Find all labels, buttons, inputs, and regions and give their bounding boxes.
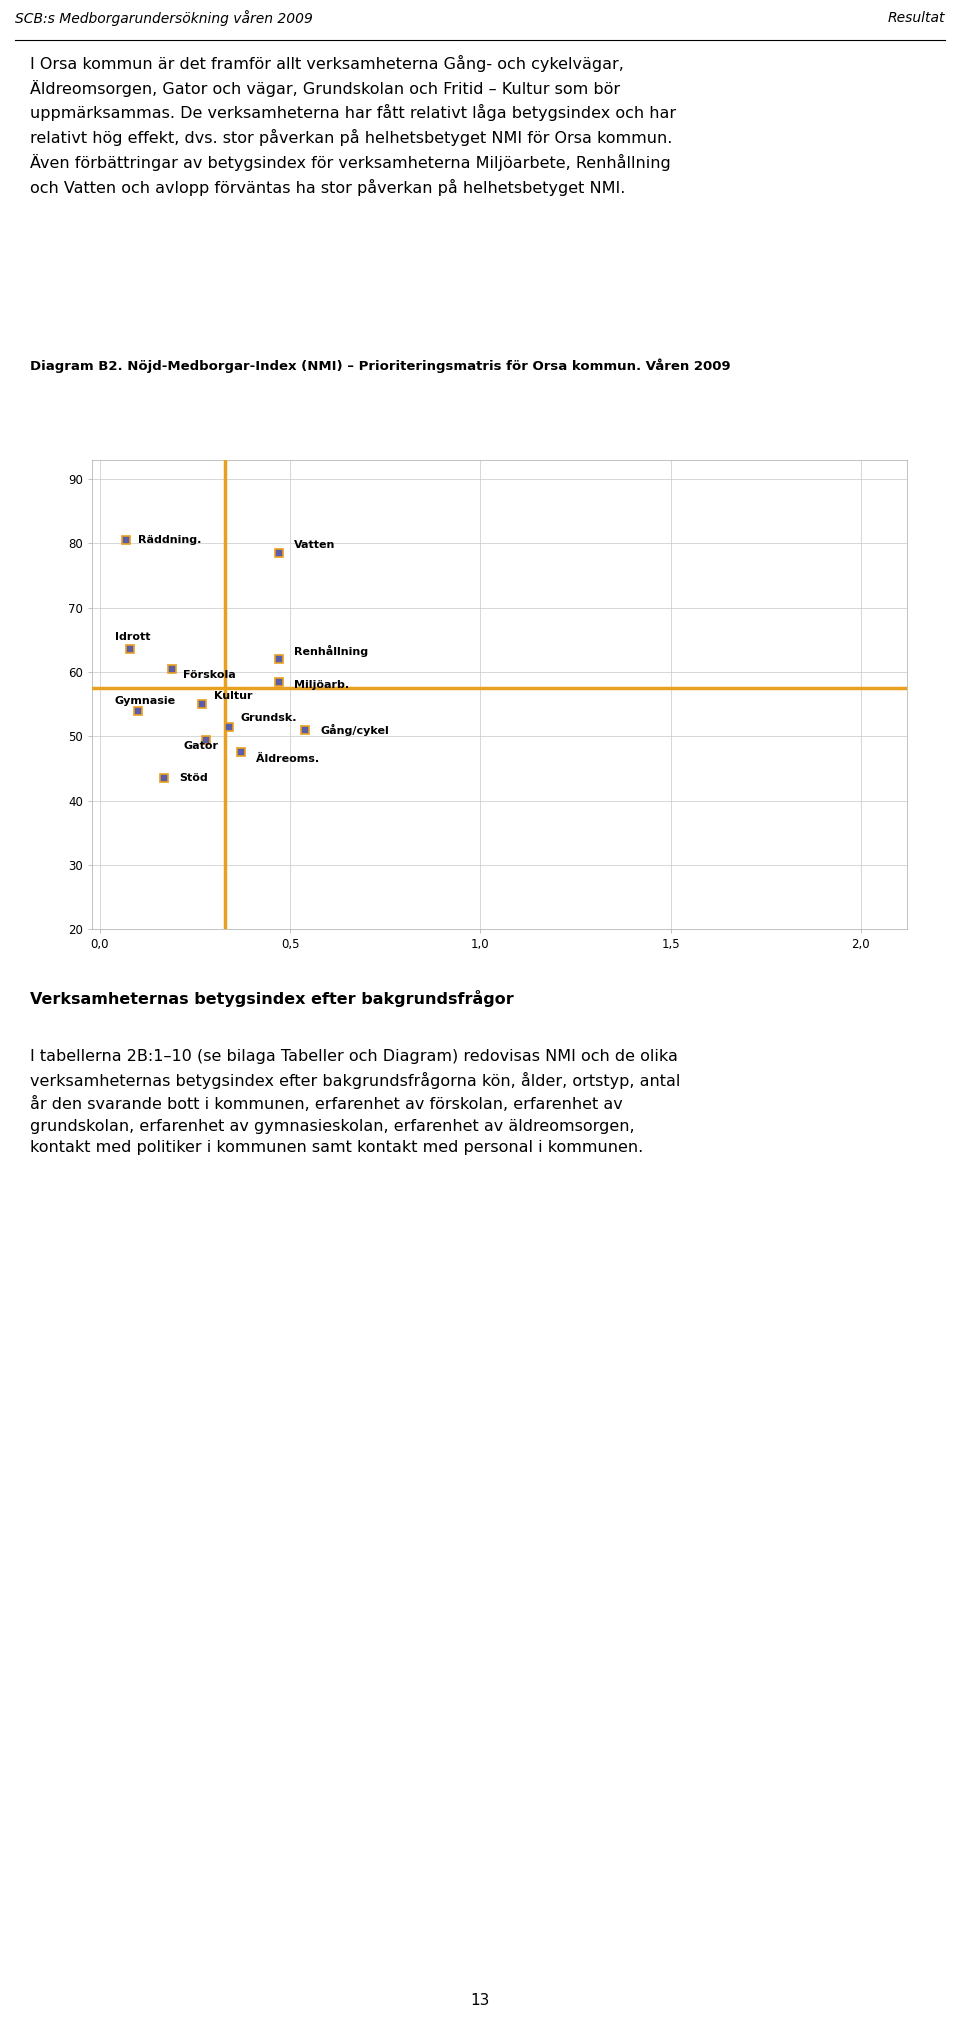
Text: Idrott: Idrott <box>115 631 151 641</box>
Text: Räddning.: Räddning. <box>138 535 202 545</box>
Text: Vatten: Vatten <box>294 539 335 549</box>
Text: Resultat: Resultat <box>887 10 945 25</box>
Text: Diagram B2. Nöjd-Medborgar-Index (NMI) – Prioriteringsmatris för Orsa kommun. Vå: Diagram B2. Nöjd-Medborgar-Index (NMI) –… <box>30 359 731 374</box>
Text: Grundsk.: Grundsk. <box>241 713 297 723</box>
Text: Kultur: Kultur <box>214 692 252 702</box>
Text: Betygsindex: Betygsindex <box>47 433 134 447</box>
Text: SCB:s Medborgarundersökning våren 2009: SCB:s Medborgarundersökning våren 2009 <box>15 10 313 27</box>
Text: I. Förbättra
om möjligt: I. Förbättra om möjligt <box>679 459 736 482</box>
Text: Orsa kommun: Orsa kommun <box>731 410 893 431</box>
Text: Effekt: Effekt <box>855 939 898 952</box>
Text: I tabellerna 2B:1–10 (se bilaga Tabeller och Diagram) redovisas NMI och de olika: I tabellerna 2B:1–10 (se bilaga Tabeller… <box>30 1050 681 1156</box>
Text: Gång/cykel: Gång/cykel <box>321 723 389 735</box>
Text: Gator: Gator <box>183 741 219 751</box>
Text: Gymnasie: Gymnasie <box>115 696 176 707</box>
Text: Förskola: Förskola <box>183 670 236 680</box>
Text: I Orsa kommun är det framför allt verksamheterna Gång- och cykelvägar,
Äldreomso: I Orsa kommun är det framför allt verksa… <box>30 55 676 196</box>
Text: IV. Bevara: IV. Bevara <box>92 459 144 470</box>
Text: III. Lägre
prioritet: III. Lägre prioritet <box>92 878 137 901</box>
Text: Äldreoms.: Äldreoms. <box>255 753 319 764</box>
Text: 13: 13 <box>470 1993 490 2007</box>
Text: II. Prioritera: II. Prioritera <box>679 886 739 896</box>
Text: Renhållning: Renhållning <box>294 645 368 658</box>
Text: Stöd: Stöd <box>180 774 208 784</box>
Text: Miljöarb.: Miljöarb. <box>294 680 348 690</box>
Text: Verksamheternas betygsindex efter bakgrundsfrågor: Verksamheternas betygsindex efter bakgru… <box>30 990 514 1007</box>
